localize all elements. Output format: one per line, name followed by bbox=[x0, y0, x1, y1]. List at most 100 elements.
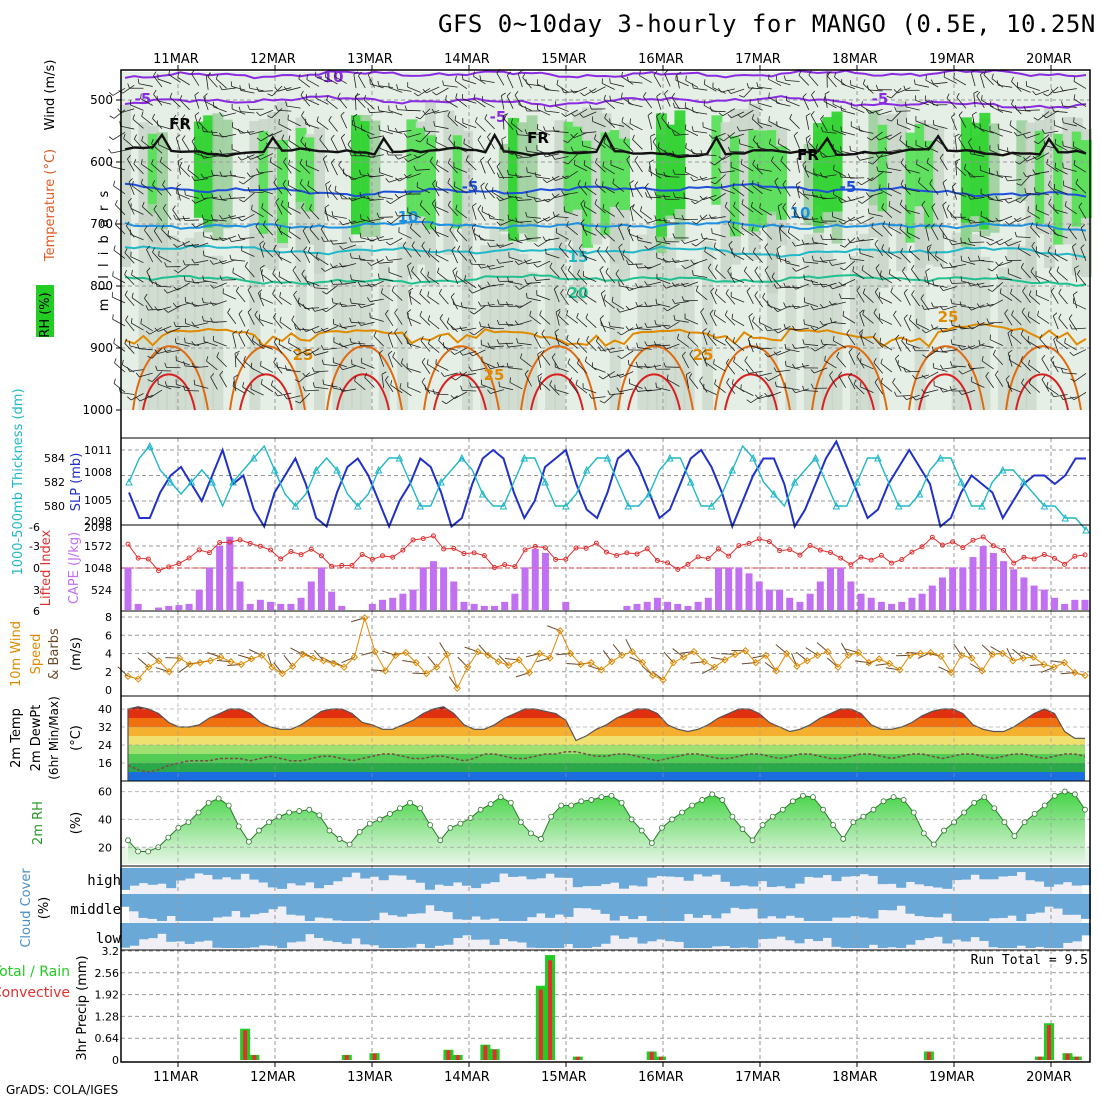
wind-barb-flag bbox=[167, 230, 169, 236]
thickness-marker bbox=[666, 453, 674, 462]
wind-barb bbox=[961, 389, 976, 396]
wind-barb-flag bbox=[193, 379, 196, 385]
wind-barb bbox=[166, 385, 181, 388]
wind-barb bbox=[157, 349, 172, 354]
wind-barb-flag bbox=[950, 361, 953, 367]
wind-barb bbox=[450, 296, 459, 310]
cloud-cell bbox=[378, 894, 389, 913]
precip-axis-label: 3hr Precip (mm) bbox=[75, 955, 90, 1060]
cloud-cell bbox=[323, 868, 334, 885]
wind-barb bbox=[364, 377, 375, 388]
wind-barb bbox=[689, 377, 699, 389]
wind-barb bbox=[468, 250, 477, 263]
wind-barb bbox=[464, 279, 477, 289]
wind-barb bbox=[875, 267, 884, 281]
wind-barb bbox=[363, 99, 375, 110]
wind-barb bbox=[333, 323, 347, 330]
wind-barb-flag bbox=[725, 335, 729, 341]
wind-barb-flag bbox=[112, 314, 114, 320]
wind-barb bbox=[1056, 270, 1068, 281]
wind-barb bbox=[592, 121, 606, 128]
wind-speed-marker bbox=[124, 672, 132, 681]
thickness-axis-label: 1000-500mb Thickness (dm) bbox=[11, 388, 26, 575]
wind-barb bbox=[176, 383, 190, 389]
wind-barb-flag bbox=[828, 300, 833, 306]
wind-barb-flag bbox=[886, 95, 892, 99]
wind-barb bbox=[740, 389, 754, 396]
wind-barb-flag bbox=[925, 223, 930, 228]
cloud-cell bbox=[221, 894, 232, 917]
wind-barb-flag bbox=[792, 267, 797, 272]
cape-bar bbox=[888, 603, 896, 610]
cloud-cell bbox=[1062, 894, 1073, 915]
wind-barb-flag bbox=[900, 179, 904, 185]
wind-barb-flag bbox=[248, 83, 251, 89]
wind-barb-flag bbox=[309, 224, 313, 230]
wind-barb-flag bbox=[949, 278, 953, 284]
wind-barb-flag bbox=[404, 105, 408, 111]
wind-barb-flag bbox=[191, 199, 196, 204]
isotherm-label: 20 bbox=[568, 284, 589, 302]
wind-barb bbox=[213, 340, 227, 347]
wind-barb bbox=[309, 229, 320, 241]
wind-barb bbox=[153, 230, 163, 243]
rh-patch bbox=[960, 117, 972, 247]
cloud-cell bbox=[156, 923, 167, 934]
wind-barb-flag bbox=[301, 269, 305, 275]
rh-patch bbox=[221, 119, 233, 229]
wind-barb bbox=[238, 313, 246, 327]
wind-barb bbox=[777, 349, 791, 356]
wind-barb-flag bbox=[391, 286, 395, 292]
wind-speed-marker bbox=[556, 626, 564, 635]
cloud-cell bbox=[535, 923, 546, 948]
wind-barb bbox=[351, 322, 366, 324]
wind-speed-marker bbox=[577, 660, 585, 669]
wind-barb bbox=[342, 263, 357, 268]
wind-barb bbox=[710, 291, 717, 305]
wind-barb bbox=[1054, 233, 1068, 239]
wind-barb bbox=[1078, 206, 1087, 219]
wind-barb bbox=[813, 260, 828, 263]
wind-barb-flag bbox=[955, 158, 961, 162]
wind-barb bbox=[573, 132, 588, 139]
cape-bar bbox=[470, 603, 478, 610]
wind-barb-flag bbox=[211, 170, 214, 176]
wind-barb bbox=[851, 215, 865, 222]
wind-barb bbox=[140, 163, 153, 173]
wind-barb bbox=[481, 384, 495, 391]
wind-barb-flag bbox=[951, 113, 956, 118]
wind-barb bbox=[273, 249, 283, 261]
wind-barb-flag bbox=[353, 71, 359, 75]
wind-barb bbox=[1007, 152, 1022, 157]
rh-patch bbox=[563, 121, 575, 213]
wind-barb bbox=[649, 162, 653, 177]
wind-barb-flag bbox=[867, 161, 873, 165]
rh-patch bbox=[674, 268, 686, 410]
wind-barb bbox=[206, 360, 218, 371]
wind-barb-flag bbox=[450, 292, 455, 298]
cloud-cell bbox=[582, 923, 593, 948]
isotherm-line bbox=[124, 244, 1087, 259]
wind-barb bbox=[850, 239, 865, 244]
wind-barb-flag bbox=[169, 92, 173, 98]
wind-barb-flag bbox=[939, 364, 944, 370]
wind-barb-flag bbox=[403, 330, 408, 336]
wind-barb-flag bbox=[232, 267, 234, 273]
cape-bar bbox=[1000, 561, 1008, 610]
rh-patch bbox=[665, 237, 677, 410]
wind-barb bbox=[481, 361, 495, 368]
cape-bar bbox=[307, 581, 315, 610]
wind-barb-flag bbox=[731, 313, 734, 319]
cloud-cell bbox=[378, 868, 389, 881]
wind-speed-marker bbox=[679, 653, 688, 661]
wind-barb bbox=[810, 114, 819, 128]
wind-barb-flag bbox=[159, 157, 163, 163]
wind-barb-flag bbox=[288, 159, 291, 165]
wind-barb bbox=[1025, 192, 1040, 196]
wind-barb-flag bbox=[541, 329, 545, 335]
wind-barb bbox=[491, 191, 505, 200]
wind-barb-flag bbox=[567, 265, 571, 271]
wind-barb-flag bbox=[395, 104, 398, 110]
precip-convective-bar bbox=[538, 989, 543, 1060]
cloud-cell bbox=[748, 923, 759, 948]
